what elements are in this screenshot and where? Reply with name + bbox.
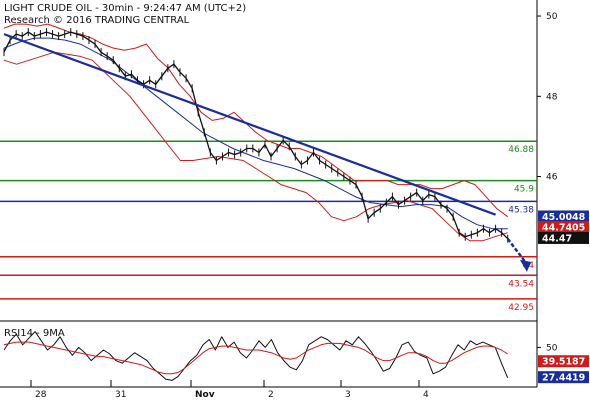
forecast-arrowhead [519,259,531,272]
price-tag-label: 44.47 [542,233,572,244]
x-tick-label: 28 [35,390,47,400]
level-label-46-88: 46.88 [508,145,534,155]
rsi-panel-title: RSI14 - 9MA [4,328,65,339]
chart-title: LIGHT CRUDE OIL - 30min - 9:24:47 AM (UT… [4,3,246,14]
price-series [3,28,509,243]
level-label-43-54: 43.54 [508,279,534,289]
price-tag-label: 27.4419 [542,373,585,384]
chart-copyright: Research © 2016 TRADING CENTRAL [4,15,190,26]
ma9-line [3,341,508,375]
price-tag-label: 39.5187 [542,357,585,368]
y-tick-label: 50 [546,12,558,22]
level-label-42-95: 42.95 [508,303,534,313]
level-label-45-38: 45.38 [508,205,534,215]
rsi14-line [3,331,509,381]
rsi-panel [3,331,509,381]
y-axis: 46 48 50 50 [537,12,558,353]
x-tick-label: 31 [115,390,126,400]
bollinger-bands [3,23,508,242]
price-tag-label: 45.0048 [542,212,586,223]
trendline-layer [3,33,531,272]
price-tag-bg [538,221,589,234]
moving-average-line [3,37,508,230]
bollinger-lower-line [3,51,508,242]
rsi-y-tick-label: 50 [546,343,558,353]
price-tag-bg [538,231,589,244]
forecast-arrow-shaft [506,237,527,264]
x-tick-label: 3 [345,390,351,400]
resistance-trendline [3,33,496,216]
x-tick-label: Nov [195,390,215,400]
price-line [3,31,509,240]
y-tick-label: 46 [546,173,558,183]
level-label-45-9: 45.9 [514,185,534,195]
x-tick-label: 4 [423,390,429,400]
bollinger-upper-line [3,23,508,218]
y-tick-label: 48 [546,92,558,102]
x-tick-label: 2 [268,390,274,400]
price-tag-bg [538,371,589,384]
price-tag-bg [538,210,589,223]
price-tag-bg [538,355,589,368]
price-tag-label: 44.7405 [542,223,585,234]
x-axis: 28 31 Nov 2 3 4 [30,380,429,400]
